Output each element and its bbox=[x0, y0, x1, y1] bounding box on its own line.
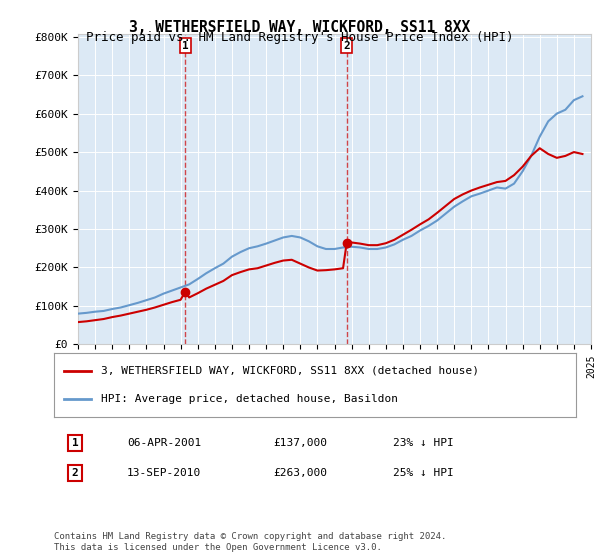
Text: 1: 1 bbox=[71, 438, 78, 448]
Text: 25% ↓ HPI: 25% ↓ HPI bbox=[394, 468, 454, 478]
Text: HPI: Average price, detached house, Basildon: HPI: Average price, detached house, Basi… bbox=[101, 394, 398, 404]
Text: 3, WETHERSFIELD WAY, WICKFORD, SS11 8XX: 3, WETHERSFIELD WAY, WICKFORD, SS11 8XX bbox=[130, 20, 470, 35]
Text: 2: 2 bbox=[71, 468, 78, 478]
Text: 13-SEP-2010: 13-SEP-2010 bbox=[127, 468, 202, 478]
Text: 2: 2 bbox=[343, 40, 350, 50]
Text: 3, WETHERSFIELD WAY, WICKFORD, SS11 8XX (detached house): 3, WETHERSFIELD WAY, WICKFORD, SS11 8XX … bbox=[101, 366, 479, 376]
Text: 1: 1 bbox=[182, 40, 188, 50]
Text: 23% ↓ HPI: 23% ↓ HPI bbox=[394, 438, 454, 448]
Text: 06-APR-2001: 06-APR-2001 bbox=[127, 438, 202, 448]
Text: £137,000: £137,000 bbox=[273, 438, 327, 448]
Text: Price paid vs. HM Land Registry's House Price Index (HPI): Price paid vs. HM Land Registry's House … bbox=[86, 31, 514, 44]
Text: £263,000: £263,000 bbox=[273, 468, 327, 478]
Text: Contains HM Land Registry data © Crown copyright and database right 2024.
This d: Contains HM Land Registry data © Crown c… bbox=[54, 532, 446, 552]
